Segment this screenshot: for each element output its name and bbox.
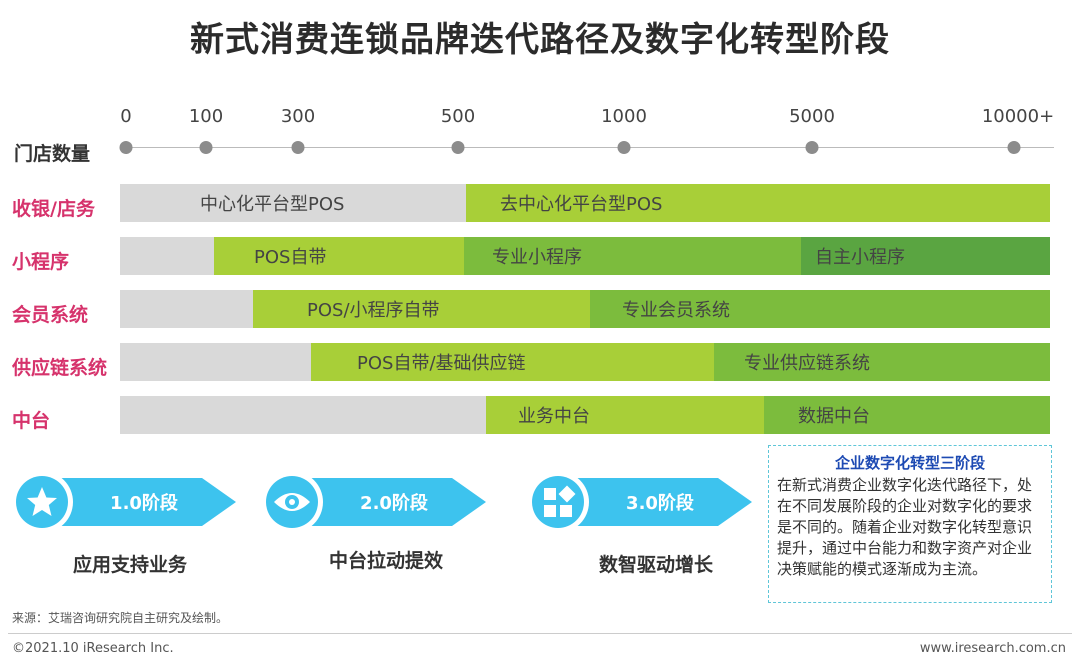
tick-label: 500 xyxy=(440,106,476,127)
segment-label: POS自带 xyxy=(254,247,327,268)
segment xyxy=(120,343,311,381)
stage-3-banner: 3.0阶段 xyxy=(527,471,752,533)
segment: 专业小程序 xyxy=(464,237,801,275)
segment: POS/小程序自带 xyxy=(253,290,590,328)
tick-label: 100 xyxy=(188,106,224,127)
stage-badge: 3.0阶段 xyxy=(626,492,695,514)
star-icon xyxy=(27,487,57,516)
segment-label: 专业小程序 xyxy=(492,247,582,268)
segment-label: 业务中台 xyxy=(518,406,590,427)
stage-3-text: 数智驱动增长 xyxy=(598,554,713,576)
segment: 专业供应链系统 xyxy=(714,343,1050,381)
axis-line xyxy=(126,147,1054,148)
page-title: 新式消费连锁品牌迭代路径及数字化转型阶段 xyxy=(190,20,890,60)
eye-icon xyxy=(274,493,310,511)
stage-badge: 1.0阶段 xyxy=(110,492,179,514)
segment xyxy=(120,396,486,434)
footer-divider xyxy=(8,633,1072,634)
segment xyxy=(120,290,253,328)
axis-dot xyxy=(1007,141,1021,154)
segment: 中心化平台型POS xyxy=(120,184,466,222)
segment-label: 去中心化平台型POS xyxy=(500,194,663,215)
stage-2-text: 中台拉动提效 xyxy=(328,550,443,572)
stage-2-banner: 2.0阶段 xyxy=(261,471,486,533)
stage-badge: 2.0阶段 xyxy=(360,492,429,514)
axis-name: 门店数量 xyxy=(14,143,91,165)
segment-label: 自主小程序 xyxy=(815,247,905,268)
stage-1-banner: 1.0阶段 xyxy=(11,471,236,533)
segment: POS自带 xyxy=(214,237,464,275)
segment-label: 中心化平台型POS xyxy=(200,194,345,215)
segment: 数据中台 xyxy=(764,396,1050,434)
tick-label: 1000 xyxy=(601,106,647,127)
axis-dot xyxy=(451,141,465,154)
segment: 自主小程序 xyxy=(801,237,1050,275)
segment-label: 数据中台 xyxy=(798,406,870,427)
segment: 专业会员系统 xyxy=(590,290,1050,328)
tick-label: 10000+ xyxy=(981,106,1055,127)
segment-label: 专业供应链系统 xyxy=(744,353,870,374)
row-label-cashier: 收银/店务 xyxy=(12,198,95,220)
segment-label: POS/小程序自带 xyxy=(307,300,440,321)
axis-dot xyxy=(291,141,305,154)
segment: 业务中台 xyxy=(486,396,764,434)
segment-label: 专业会员系统 xyxy=(622,300,730,321)
row-label-miniprogram: 小程序 xyxy=(12,251,70,273)
segment: 去中心化平台型POS xyxy=(466,184,1050,222)
stage-1-text: 应用支持业务 xyxy=(72,554,187,576)
source-note: 来源：艾瑞咨询研究院自主研究及绘制。 xyxy=(12,611,229,625)
row-label-middle-platform: 中台 xyxy=(12,410,51,432)
segment xyxy=(120,237,214,275)
axis-dot xyxy=(617,141,631,154)
blocks-icon xyxy=(544,485,576,517)
segment-label: POS自带/基础供应链 xyxy=(357,353,526,374)
row-label-member: 会员系统 xyxy=(12,304,89,326)
info-box: 企业数字化转型三阶段 在新式消费企业数字化迭代路径下，处在不同发展阶段的企业对数… xyxy=(768,445,1052,603)
tick-label: 300 xyxy=(280,106,316,127)
axis-dot xyxy=(805,141,819,154)
tick-label: 0 xyxy=(120,106,132,127)
axis-dot xyxy=(119,141,133,154)
info-box-body: 在新式消费企业数字化迭代路径下，处在不同发展阶段的企业对数字化的要求是不同的。随… xyxy=(777,476,1033,578)
copyright: ©2021.10 iResearch Inc. xyxy=(12,641,174,656)
website-link[interactable]: www.iresearch.com.cn xyxy=(919,641,1066,656)
row-label-supply-chain: 供应链系统 xyxy=(12,357,108,379)
axis-dot xyxy=(199,141,213,154)
segment: POS自带/基础供应链 xyxy=(311,343,714,381)
info-box-title: 企业数字化转型三阶段 xyxy=(834,454,985,472)
tick-label: 5000 xyxy=(789,106,835,127)
